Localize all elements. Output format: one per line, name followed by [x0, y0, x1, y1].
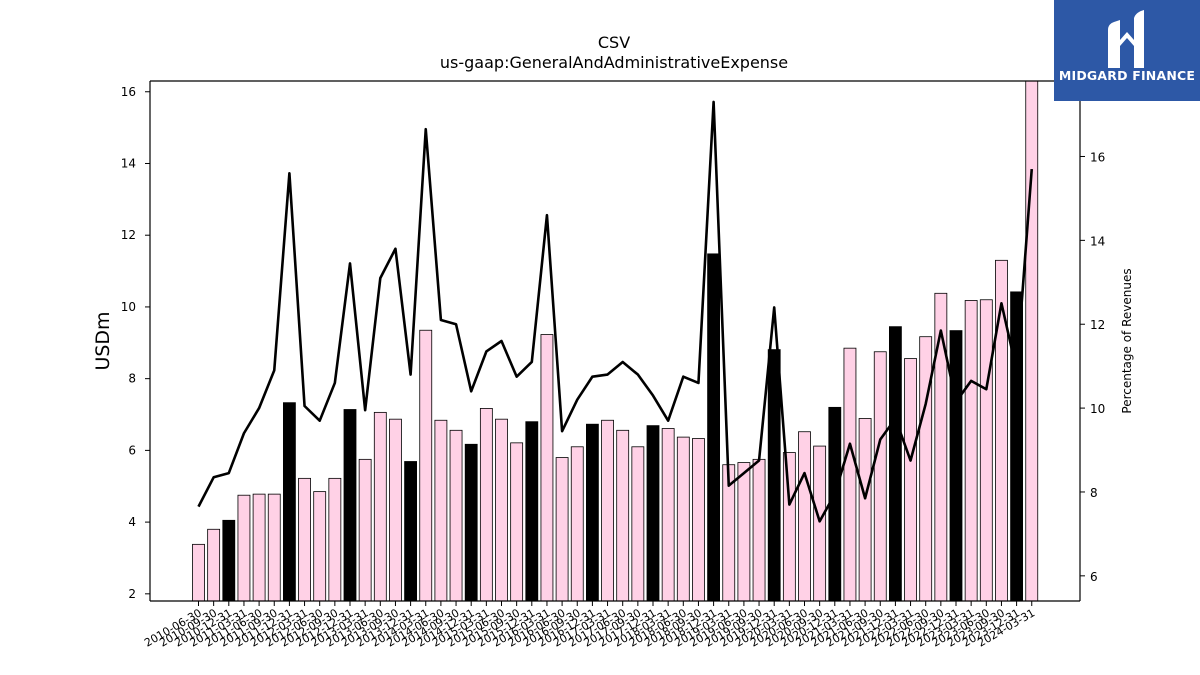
- chart-title: CSV: [598, 33, 630, 52]
- bar-2012-12-31: [343, 409, 357, 602]
- bar-2018-06-30: [676, 436, 690, 602]
- y-tick-label: 8: [128, 372, 136, 386]
- bar-2012-09-30: [328, 477, 342, 602]
- y2-tick-label: 8: [1090, 486, 1098, 500]
- bar-2019-12-31: [767, 349, 781, 602]
- bar-2016-03-31: [540, 334, 554, 602]
- bar-2021-03-31: [843, 347, 857, 602]
- bar-2014-06-30: [434, 419, 448, 602]
- y2-axis-label: Percentage of Revenues: [1120, 268, 1134, 413]
- brand-name: MIDGARD FINANCE: [1058, 68, 1196, 83]
- bar-2010-12-31: [222, 519, 236, 602]
- y2-tick-label: 12: [1090, 318, 1105, 332]
- y-tick-label: 6: [128, 443, 136, 457]
- bar-2010-09-30: [207, 528, 221, 602]
- bar-2021-09-30: [873, 351, 887, 602]
- y2-tick-label: 6: [1090, 570, 1098, 584]
- midgard-logo-icon: [1108, 10, 1144, 68]
- bar-2013-12-31: [404, 461, 418, 602]
- bar-2014-12-31: [464, 443, 478, 602]
- bar-2023-03-31: [964, 300, 978, 602]
- y-tick-label: 12: [121, 228, 136, 242]
- bar-2018-12-31: [707, 253, 720, 602]
- bar-2020-09-30: [813, 445, 827, 602]
- bar-2022-09-30: [934, 292, 948, 602]
- bar-2011-06-30: [252, 493, 266, 602]
- y2-tick-label: 10: [1090, 402, 1105, 416]
- bar-2015-06-30: [495, 418, 508, 602]
- y-axis-label: USDm: [92, 311, 114, 370]
- bar-2016-09-30: [570, 446, 584, 602]
- bar-2012-06-30: [313, 491, 327, 602]
- bar-2023-06-30: [979, 299, 993, 602]
- bar-2019-09-30: [752, 458, 766, 602]
- bar-2024-03-31: [1025, 80, 1039, 602]
- bar-2023-09-30: [995, 259, 1008, 602]
- y-tick-label: 4: [128, 515, 136, 529]
- bar-2022-03-31: [904, 358, 917, 602]
- y2-tick-label: 16: [1090, 150, 1105, 164]
- bar-2017-03-31: [601, 419, 614, 602]
- bar-2021-12-31: [889, 326, 902, 602]
- bar-2016-12-31: [586, 423, 599, 602]
- bar-2018-09-30: [692, 438, 705, 602]
- y-tick-label: 10: [121, 300, 136, 314]
- bar-2021-06-30: [858, 418, 872, 602]
- bar-2023-12-31: [1010, 291, 1023, 602]
- chart-subtitle: us-gaap:GeneralAndAdministrativeExpense: [440, 53, 788, 72]
- bar-2013-03-31: [358, 458, 372, 602]
- y-tick-label: 2: [128, 587, 136, 601]
- bar-2020-03-31: [782, 452, 796, 602]
- bar-2011-03-31: [237, 494, 251, 602]
- y-tick-label: 14: [121, 156, 136, 170]
- bar-2016-06-30: [555, 457, 569, 602]
- bar-2015-12-31: [525, 421, 539, 602]
- bar-2017-12-31: [646, 425, 660, 602]
- bar-2018-03-31: [661, 428, 675, 602]
- bar-2015-03-31: [479, 408, 493, 602]
- bar-2020-06-30: [798, 431, 811, 602]
- bar-2010-06-30: [192, 543, 205, 602]
- plot-area: 24681012141668101214162010-06-302010-09-…: [121, 80, 1105, 650]
- bar-2013-06-30: [373, 411, 387, 602]
- bar-2019-06-30: [737, 462, 751, 602]
- bar-2017-09-30: [631, 446, 645, 602]
- bar-2015-09-30: [510, 442, 524, 602]
- y2-tick-label: 14: [1090, 234, 1105, 248]
- bar-2017-06-30: [616, 429, 630, 602]
- bar-2022-12-31: [949, 330, 963, 602]
- bar-2011-12-31: [282, 402, 296, 602]
- bar-2022-06-30: [919, 336, 933, 602]
- bar-2013-09-30: [389, 418, 402, 602]
- brand-logo: MIDGARD FINANCE: [1054, 0, 1200, 101]
- line-percentage-of-revenues: [197, 100, 1034, 523]
- bar-2012-03-31: [298, 477, 311, 602]
- bar-2014-03-31: [419, 329, 433, 602]
- bar-2014-09-30: [449, 429, 463, 602]
- bar-2011-09-30: [267, 493, 281, 602]
- y-tick-label: 16: [121, 85, 136, 99]
